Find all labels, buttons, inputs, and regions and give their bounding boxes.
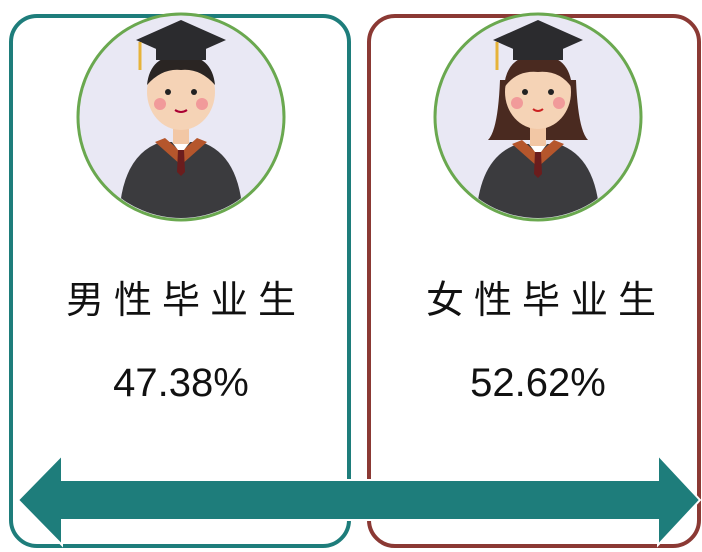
- male-avatar: [78, 14, 284, 220]
- female-avatar: [435, 14, 641, 222]
- double-arrow: [18, 455, 700, 545]
- female-percent: 52.62%: [470, 361, 606, 405]
- female-label: 女性毕业生: [426, 278, 666, 322]
- infographic: 男性毕业生 47.38% 女性毕业生 52.62%: [0, 0, 702, 552]
- male-label: 男性毕业生: [66, 278, 306, 322]
- male-percent: 47.38%: [113, 361, 249, 405]
